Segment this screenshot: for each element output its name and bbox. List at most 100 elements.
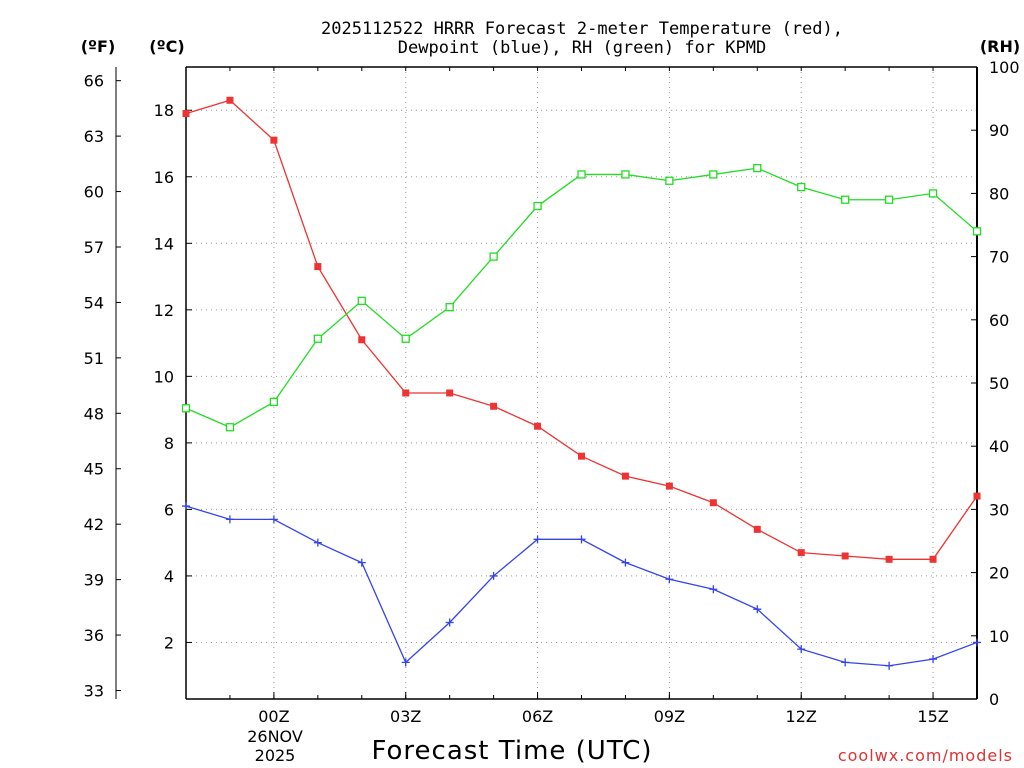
rh-tick-label: 70 <box>989 248 1009 267</box>
celsius-tick-label: 2 <box>164 633 174 652</box>
x-tick-label: 06Z <box>522 707 553 726</box>
dewpoint-data-point <box>182 502 190 511</box>
temperature-data-point <box>226 96 234 104</box>
celsius-tick-label: 10 <box>154 367 174 386</box>
dewpoint-data-point <box>577 535 586 544</box>
rh-tick-label: 100 <box>989 58 1020 77</box>
x-axis-label: Forecast Time (UTC) <box>371 736 652 766</box>
fahrenheit-tick-label: 57 <box>84 238 104 257</box>
dewpoint-data-point <box>533 535 542 544</box>
temperature-data-point <box>490 402 498 410</box>
temperature-data-point <box>358 336 366 344</box>
date-label-line2: 2025 <box>255 746 296 765</box>
dewpoint-data-point <box>445 618 454 627</box>
rh-data-point <box>181 404 191 413</box>
dewpoint-data-point <box>489 571 498 580</box>
fahrenheit-unit-label: (ºF) <box>81 37 116 56</box>
rh-data-point <box>269 397 279 407</box>
dewpoint-data-point <box>885 661 894 670</box>
temperature-data-point <box>314 263 322 271</box>
chart-title-line1: 2025112522 HRRR Forecast 2-meter Tempera… <box>321 19 843 39</box>
temperature-data-point <box>621 472 629 480</box>
x-tick-label: 03Z <box>390 707 421 726</box>
rh-data-point <box>841 195 850 204</box>
celsius-tick-label: 16 <box>154 168 174 187</box>
celsius-tick-label: 6 <box>164 500 174 519</box>
axes: 33 36 39 42 45 48 51 54 57 60 63 66 2 4 6 8 10 12 14 16 18 0 1… <box>84 58 1020 726</box>
celsius-unit-label: (ºC) <box>149 37 184 56</box>
dewpoint-data-point <box>313 538 322 547</box>
x-tick-label: 00Z <box>258 707 289 726</box>
temperature-data-point <box>665 482 673 490</box>
rh-unit-label: (RH) <box>980 37 1020 56</box>
celsius-tick-label: 4 <box>164 567 174 586</box>
rh-data-point <box>884 195 894 204</box>
celsius-tick-label: 14 <box>154 234 174 253</box>
dewpoint-data-point <box>269 515 278 524</box>
fahrenheit-tick-label: 33 <box>84 681 104 700</box>
fahrenheit-tick-label: 42 <box>84 515 104 534</box>
rh-tick-label: 20 <box>989 564 1009 583</box>
temperature-data-point <box>578 452 585 460</box>
dewpoint-data-point <box>225 515 234 524</box>
rh-data-point <box>357 296 366 305</box>
dewpoint-data-point <box>841 658 850 667</box>
temperature-data-point <box>182 110 190 118</box>
temperature-data-point <box>446 389 454 397</box>
temperature-data-point <box>753 525 761 533</box>
temperature-series-line <box>185 99 978 560</box>
temperature-data-point <box>270 136 278 144</box>
temperature-data-point <box>929 555 937 563</box>
dewpoint-data-point <box>357 558 366 567</box>
rh-series-line <box>185 167 978 428</box>
fahrenheit-tick-label: 51 <box>84 349 104 368</box>
fahrenheit-tick-label: 63 <box>84 127 104 146</box>
dewpoint-data-point <box>621 558 630 567</box>
rh-tick-label: 30 <box>989 500 1009 519</box>
fahrenheit-tick-label: 36 <box>84 626 104 645</box>
rh-data-point <box>928 189 938 198</box>
rh-tick-label: 10 <box>989 627 1009 646</box>
fahrenheit-tick-label: 54 <box>84 293 104 312</box>
temperature-data-point <box>709 499 717 507</box>
rh-data-point <box>797 182 806 192</box>
temperature-data-point <box>797 549 805 557</box>
dewpoint-data-point <box>929 655 938 664</box>
rh-data-point <box>401 334 410 343</box>
dewpoint-data-point <box>753 605 762 614</box>
rh-tick-label: 0 <box>989 690 999 709</box>
temperature-data-point <box>973 492 981 500</box>
rh-data-point <box>972 227 982 236</box>
dewpoint-data-point <box>973 638 981 647</box>
rh-data-point <box>489 252 498 261</box>
dewpoint-data-point <box>665 575 674 584</box>
chart-title-line2: Dewpoint (blue), RH (green) for KPMD <box>398 38 766 58</box>
temperature-data-point <box>402 389 410 397</box>
rh-data-point <box>753 163 762 173</box>
rh-tick-label: 40 <box>989 437 1009 456</box>
celsius-tick-label: 8 <box>164 434 174 453</box>
rh-data-point <box>665 176 674 185</box>
rh-tick-label: 60 <box>989 311 1009 330</box>
celsius-tick-label: 12 <box>154 301 174 320</box>
rh-data-point <box>621 170 630 179</box>
x-tick-label: 12Z <box>786 707 817 726</box>
rh-tick-label: 50 <box>989 374 1009 393</box>
credit-label: coolwx.com/models <box>838 746 1013 765</box>
rh-data-point <box>577 170 586 179</box>
rh-tick-label: 90 <box>989 121 1009 140</box>
series-layer <box>181 96 982 670</box>
temperature-data-point <box>534 422 542 430</box>
fahrenheit-tick-label: 45 <box>84 460 104 479</box>
x-tick-label: 09Z <box>654 707 685 726</box>
rh-data-point <box>709 170 718 179</box>
rh-data-point <box>225 423 235 432</box>
temperature-data-point <box>885 555 893 563</box>
rh-data-point <box>313 334 322 343</box>
x-tick-label: 15Z <box>917 707 948 726</box>
dewpoint-series-line <box>185 505 978 667</box>
fahrenheit-tick-label: 66 <box>84 72 104 91</box>
fahrenheit-tick-label: 39 <box>84 571 104 590</box>
fahrenheit-tick-label: 60 <box>84 183 104 202</box>
